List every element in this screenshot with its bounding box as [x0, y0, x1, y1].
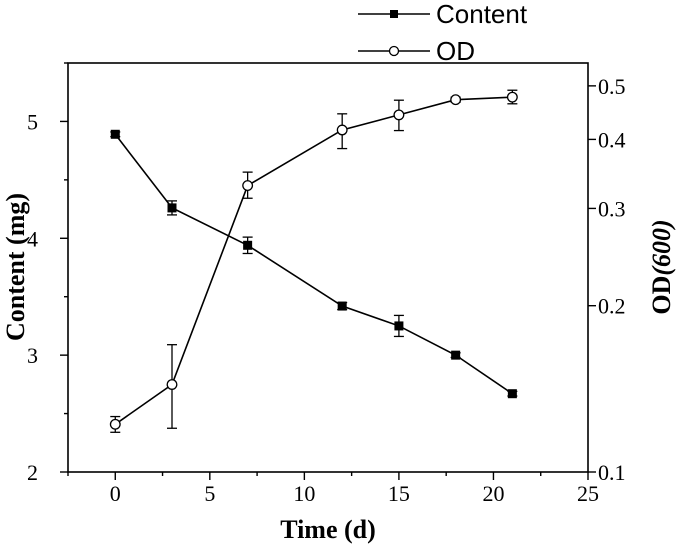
x-tick-label: 15 [388, 481, 410, 506]
y-tick-label: 4 [27, 226, 38, 251]
y2-tick-label: 0.5 [598, 74, 626, 99]
od-point [109, 418, 121, 430]
y2-axis-title: OD(600) [647, 219, 676, 314]
y2-axis-title-prefix: OD [647, 276, 676, 315]
y2-tick-label: 0.2 [598, 294, 626, 319]
legend: Content OD [358, 0, 528, 66]
y-tick-label: 3 [27, 343, 38, 368]
od-point [166, 379, 178, 390]
y2-tick-label: 0.1 [598, 460, 626, 485]
y2-tick-label: 0.3 [598, 196, 626, 221]
y-tick-label: 2 [27, 460, 38, 485]
plot-frame [67, 62, 589, 473]
content-point [337, 301, 347, 311]
axis-tick-labels: 0 5 10 15 20 25 2 3 4 5 0.1 0.2 0.3 0.4 0.5 [27, 74, 626, 506]
legend-content-marker [390, 10, 398, 18]
od-point [393, 109, 405, 121]
legend-od-label: OD [436, 36, 475, 66]
od-point [450, 94, 462, 106]
x-tick-label: 0 [110, 481, 121, 506]
legend-content-label: Content [436, 0, 528, 29]
series-layer [109, 89, 518, 433]
content-point [507, 389, 517, 399]
y2-tick-label: 0.4 [598, 127, 626, 152]
content-point [243, 240, 253, 250]
x-tick-label: 5 [204, 481, 215, 506]
x-tick-label: 20 [482, 481, 504, 506]
y-tick-label: 5 [27, 109, 38, 134]
axis-ticks [60, 62, 596, 480]
legend-od-marker [388, 45, 400, 57]
content-point [394, 321, 404, 331]
content-point [451, 350, 461, 360]
x-axis-title: Time (d) [280, 515, 376, 544]
content-point [110, 129, 120, 139]
od-point [506, 91, 518, 103]
y-axis-title: Content (mg) [1, 193, 30, 341]
y2-axis-title-suffix: (600) [647, 219, 676, 275]
od-point [242, 180, 254, 192]
od-point [336, 124, 348, 136]
od-series-line [114, 96, 513, 425]
x-tick-label: 10 [293, 481, 315, 506]
content-point [167, 203, 177, 213]
x-tick-label: 25 [577, 481, 599, 506]
